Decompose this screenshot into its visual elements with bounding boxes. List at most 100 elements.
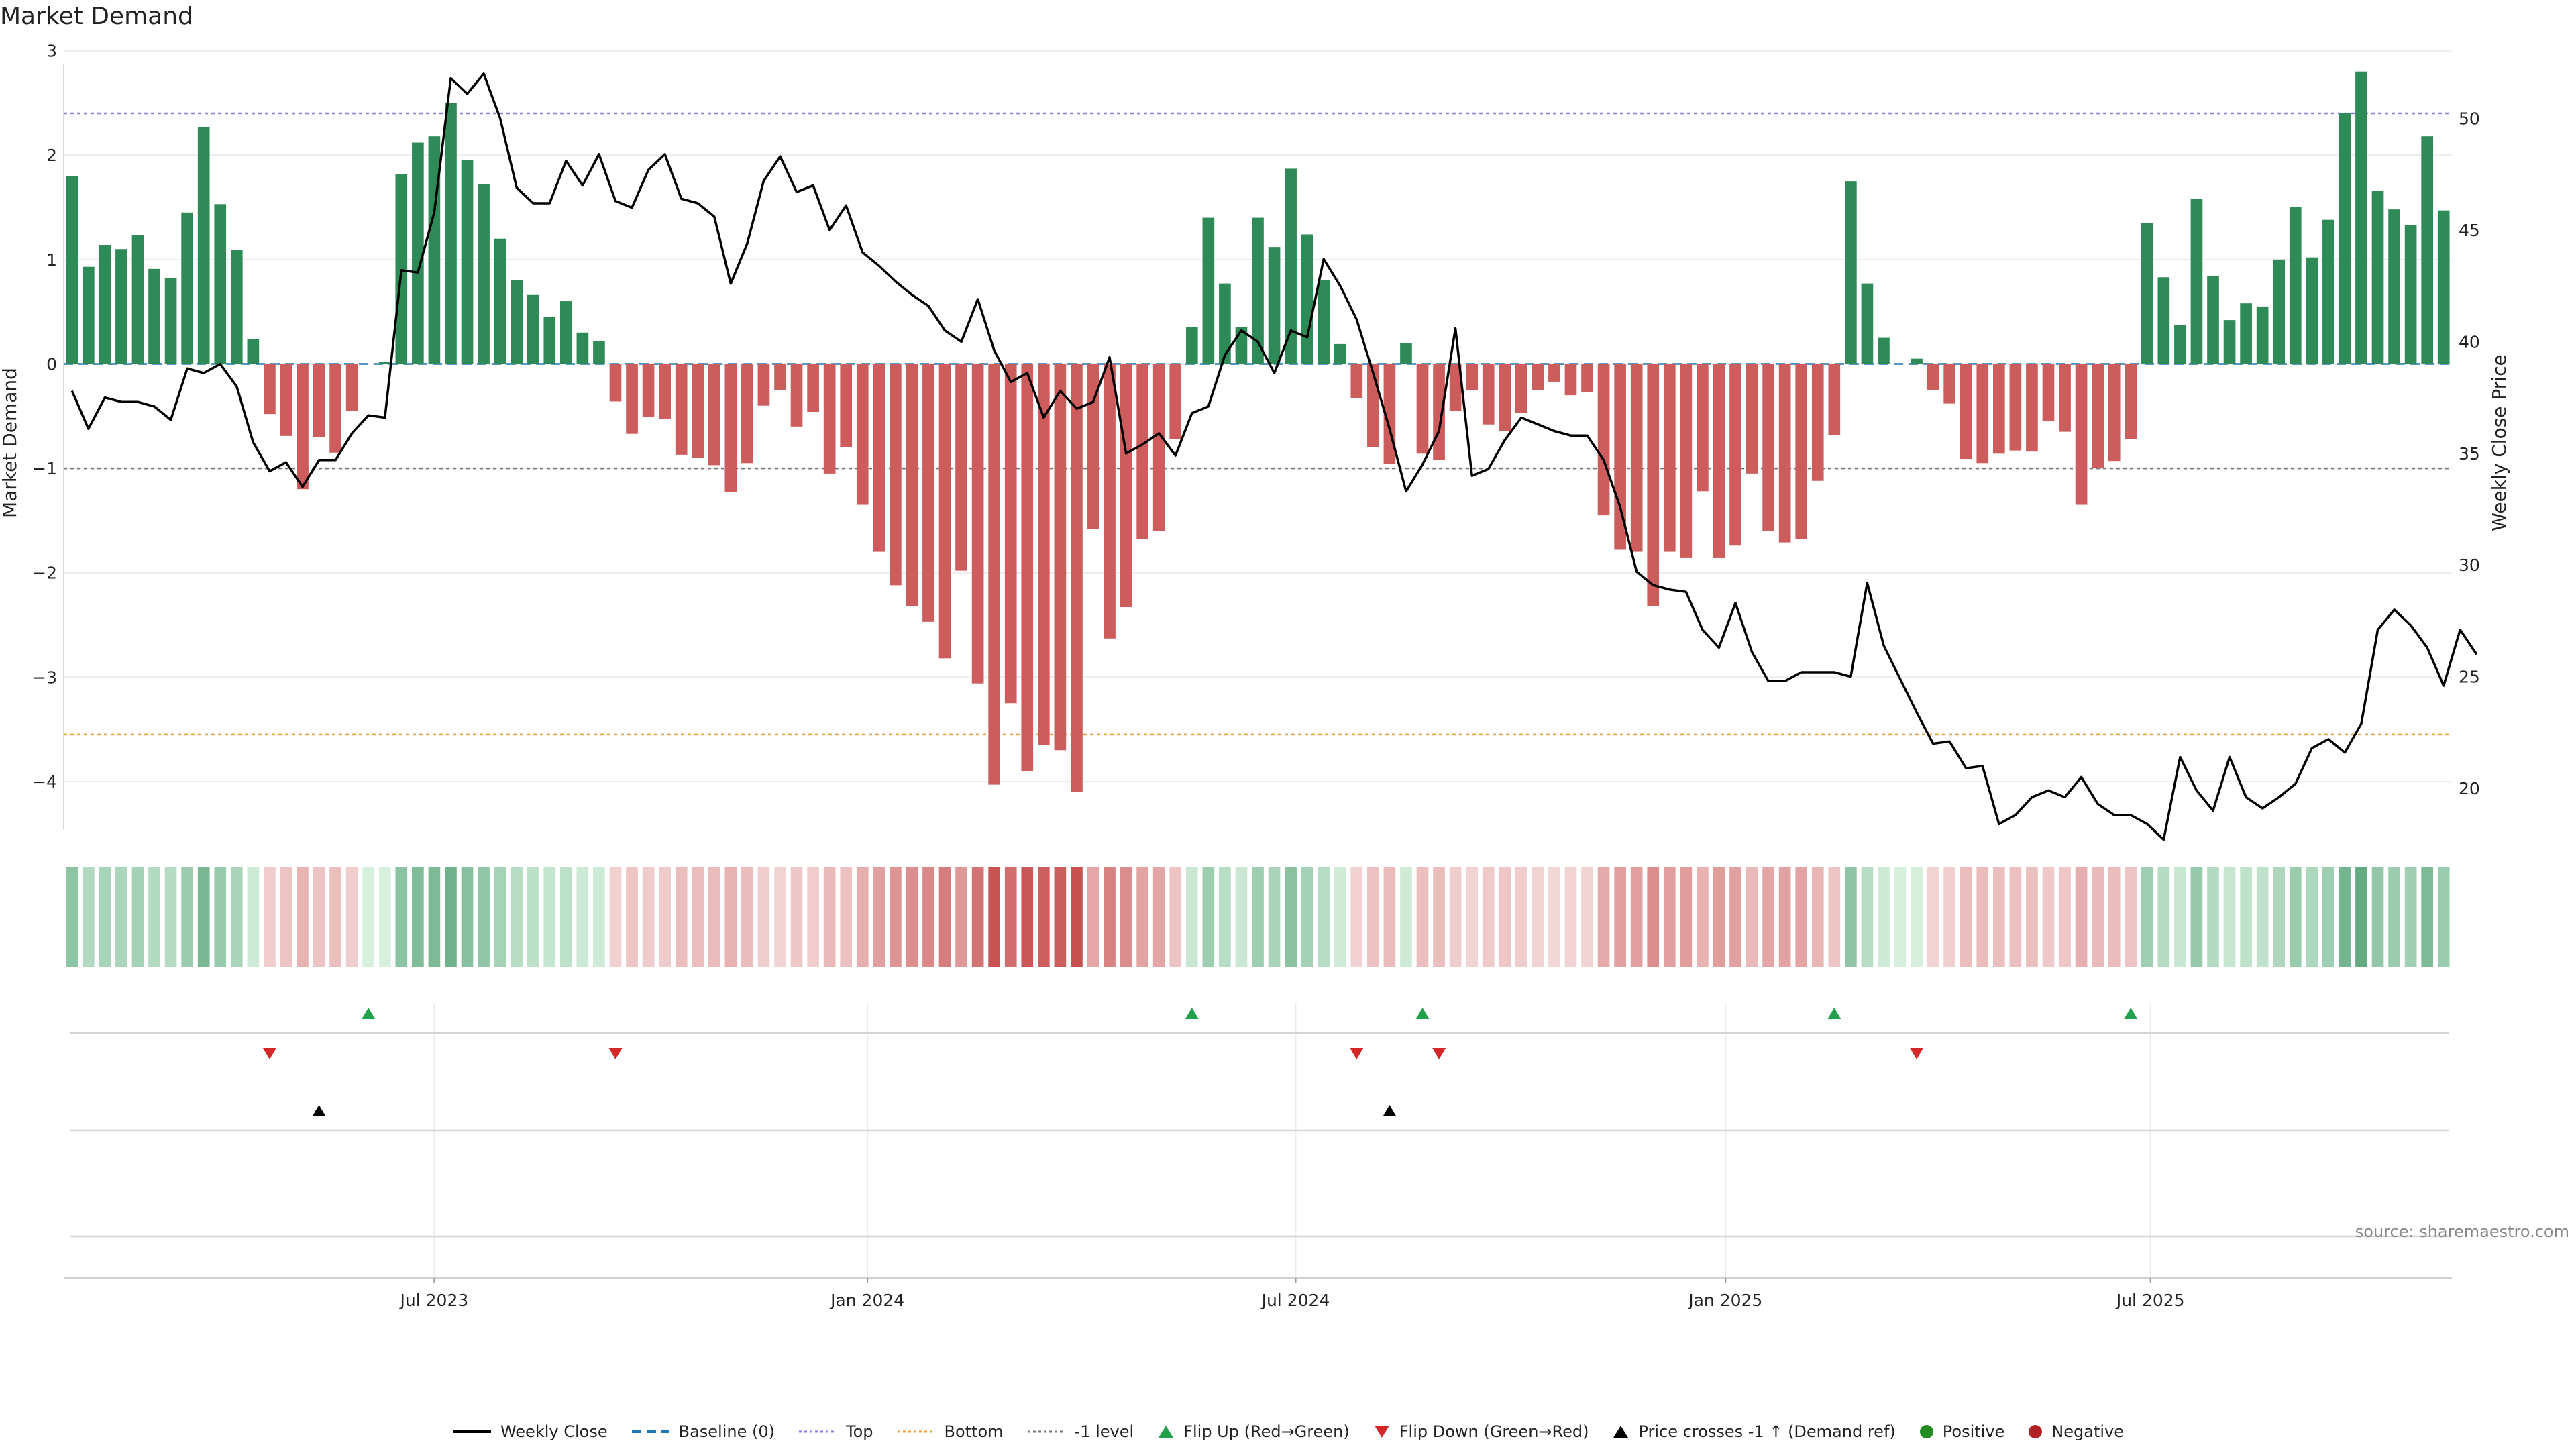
- demand-bar: [593, 341, 605, 364]
- heat-cell: [66, 867, 78, 967]
- demand-bar: [1713, 364, 1725, 558]
- flip-up-marker: [362, 1008, 376, 1019]
- demand-bar: [1795, 364, 1808, 539]
- demand-bar: [82, 266, 95, 364]
- demand-bar: [395, 174, 408, 364]
- heat-cell: [543, 867, 556, 967]
- heat-cell: [1911, 867, 1923, 967]
- heat-cell: [1120, 867, 1132, 967]
- heat-cell: [1894, 867, 1907, 967]
- heat-cell: [181, 867, 193, 967]
- demand-bar: [329, 364, 341, 453]
- dotted-line-swatch-icon: [1027, 1430, 1065, 1433]
- heat-cell: [757, 867, 770, 967]
- source-note: source: sharemaestro.com: [2355, 1222, 2569, 1241]
- legend-positive: Positive: [1919, 1422, 2004, 1441]
- demand-bar: [2256, 306, 2269, 364]
- demand-bar: [1532, 364, 1544, 390]
- demand-bar: [2174, 325, 2186, 364]
- heat-cell: [2240, 867, 2252, 967]
- demand-bar: [230, 250, 243, 364]
- heat-cell: [1054, 867, 1067, 967]
- demand-bar: [2339, 113, 2351, 364]
- demand-bar: [1992, 364, 2005, 454]
- y2-tick-label: 40: [2459, 332, 2480, 352]
- heat-cell: [856, 867, 869, 967]
- heat-cell: [378, 867, 391, 967]
- heat-cell: [412, 867, 424, 967]
- heat-cell: [329, 867, 341, 967]
- heat-cell: [1845, 867, 1857, 967]
- demand-bar: [955, 364, 967, 571]
- heat-cell: [1235, 867, 1248, 967]
- demand-bar: [1680, 364, 1693, 558]
- legend-top: Top: [798, 1422, 873, 1441]
- heat-cell: [1581, 867, 1593, 967]
- demand-bar: [922, 364, 934, 622]
- triangle-up-icon: [1159, 1426, 1174, 1438]
- demand-bar: [856, 364, 869, 505]
- demand-bar: [1136, 364, 1148, 539]
- heat-cell: [1762, 867, 1774, 967]
- heat-cell: [790, 867, 803, 967]
- heat-cell: [1087, 867, 1099, 967]
- demand-bar: [164, 278, 177, 364]
- heat-cell: [1778, 867, 1791, 967]
- flip-up-marker: [1415, 1008, 1430, 1019]
- demand-bar: [1581, 364, 1593, 392]
- heat-cell: [890, 867, 902, 967]
- demand-bar: [197, 127, 210, 364]
- chart-canvas: 3 2 1 0 −1 −2 −3 −4 50 45 40 35 30 25 20 Jul 2023 Jan 2…: [0, 42, 2510, 1310]
- heat-cell: [1960, 867, 1972, 967]
- legend-label: Top: [846, 1422, 873, 1441]
- heat-cell: [1383, 867, 1396, 967]
- line-swatch-icon: [453, 1430, 491, 1433]
- demand-bar: [741, 364, 753, 464]
- demand-bar: [1416, 364, 1429, 454]
- legend-label: Bottom: [944, 1422, 1004, 1441]
- y-tick-label: −3: [32, 667, 57, 687]
- page-title: Market Demand: [0, 3, 193, 30]
- heat-cell: [1285, 867, 1297, 967]
- y-tick-label: 2: [46, 146, 57, 165]
- flip-up-marker: [1185, 1008, 1199, 1019]
- demand-bar: [378, 362, 391, 364]
- demand-bar: [807, 364, 819, 413]
- heat-cell: [1252, 867, 1264, 967]
- heat-cell: [2404, 867, 2417, 967]
- heat-cell: [807, 867, 819, 967]
- demand-bar: [609, 364, 622, 402]
- demand-bar: [1960, 364, 1972, 460]
- heat-cell: [494, 867, 506, 967]
- x-tick-label: Jul 2023: [399, 1291, 469, 1310]
- flip-up-marker: [2124, 1008, 2138, 1019]
- demand-heat-strip: [66, 867, 2450, 967]
- demand-bar: [823, 364, 836, 474]
- demand-bar: [2009, 364, 2022, 451]
- legend-baseline: Baseline (0): [631, 1422, 775, 1441]
- circle-icon: [2029, 1425, 2043, 1438]
- heat-cell: [428, 867, 441, 967]
- event-panels: [70, 1003, 2449, 1278]
- heat-cell: [2289, 867, 2302, 967]
- demand-bar: [906, 364, 918, 606]
- demand-bar: [659, 364, 671, 419]
- heat-cell: [2339, 867, 2351, 967]
- demand-bar: [2141, 223, 2153, 364]
- demand-bar: [2306, 257, 2318, 364]
- heat-cell: [2190, 867, 2203, 967]
- demand-bar: [1548, 364, 1560, 382]
- legend-bottom: Bottom: [896, 1422, 1004, 1441]
- demand-bar: [1087, 364, 1099, 529]
- heat-cell: [1433, 867, 1445, 967]
- heat-cell: [1564, 867, 1577, 967]
- triangle-up-icon: [1613, 1426, 1629, 1438]
- demand-bar: [1778, 364, 1791, 543]
- heat-cell: [2075, 867, 2088, 967]
- heat-cell: [692, 867, 704, 967]
- heat-cell: [2256, 867, 2269, 967]
- demand-bar: [1811, 364, 1824, 481]
- heat-cell: [626, 867, 638, 967]
- heat-cell: [659, 867, 671, 967]
- heat-cell: [478, 867, 490, 967]
